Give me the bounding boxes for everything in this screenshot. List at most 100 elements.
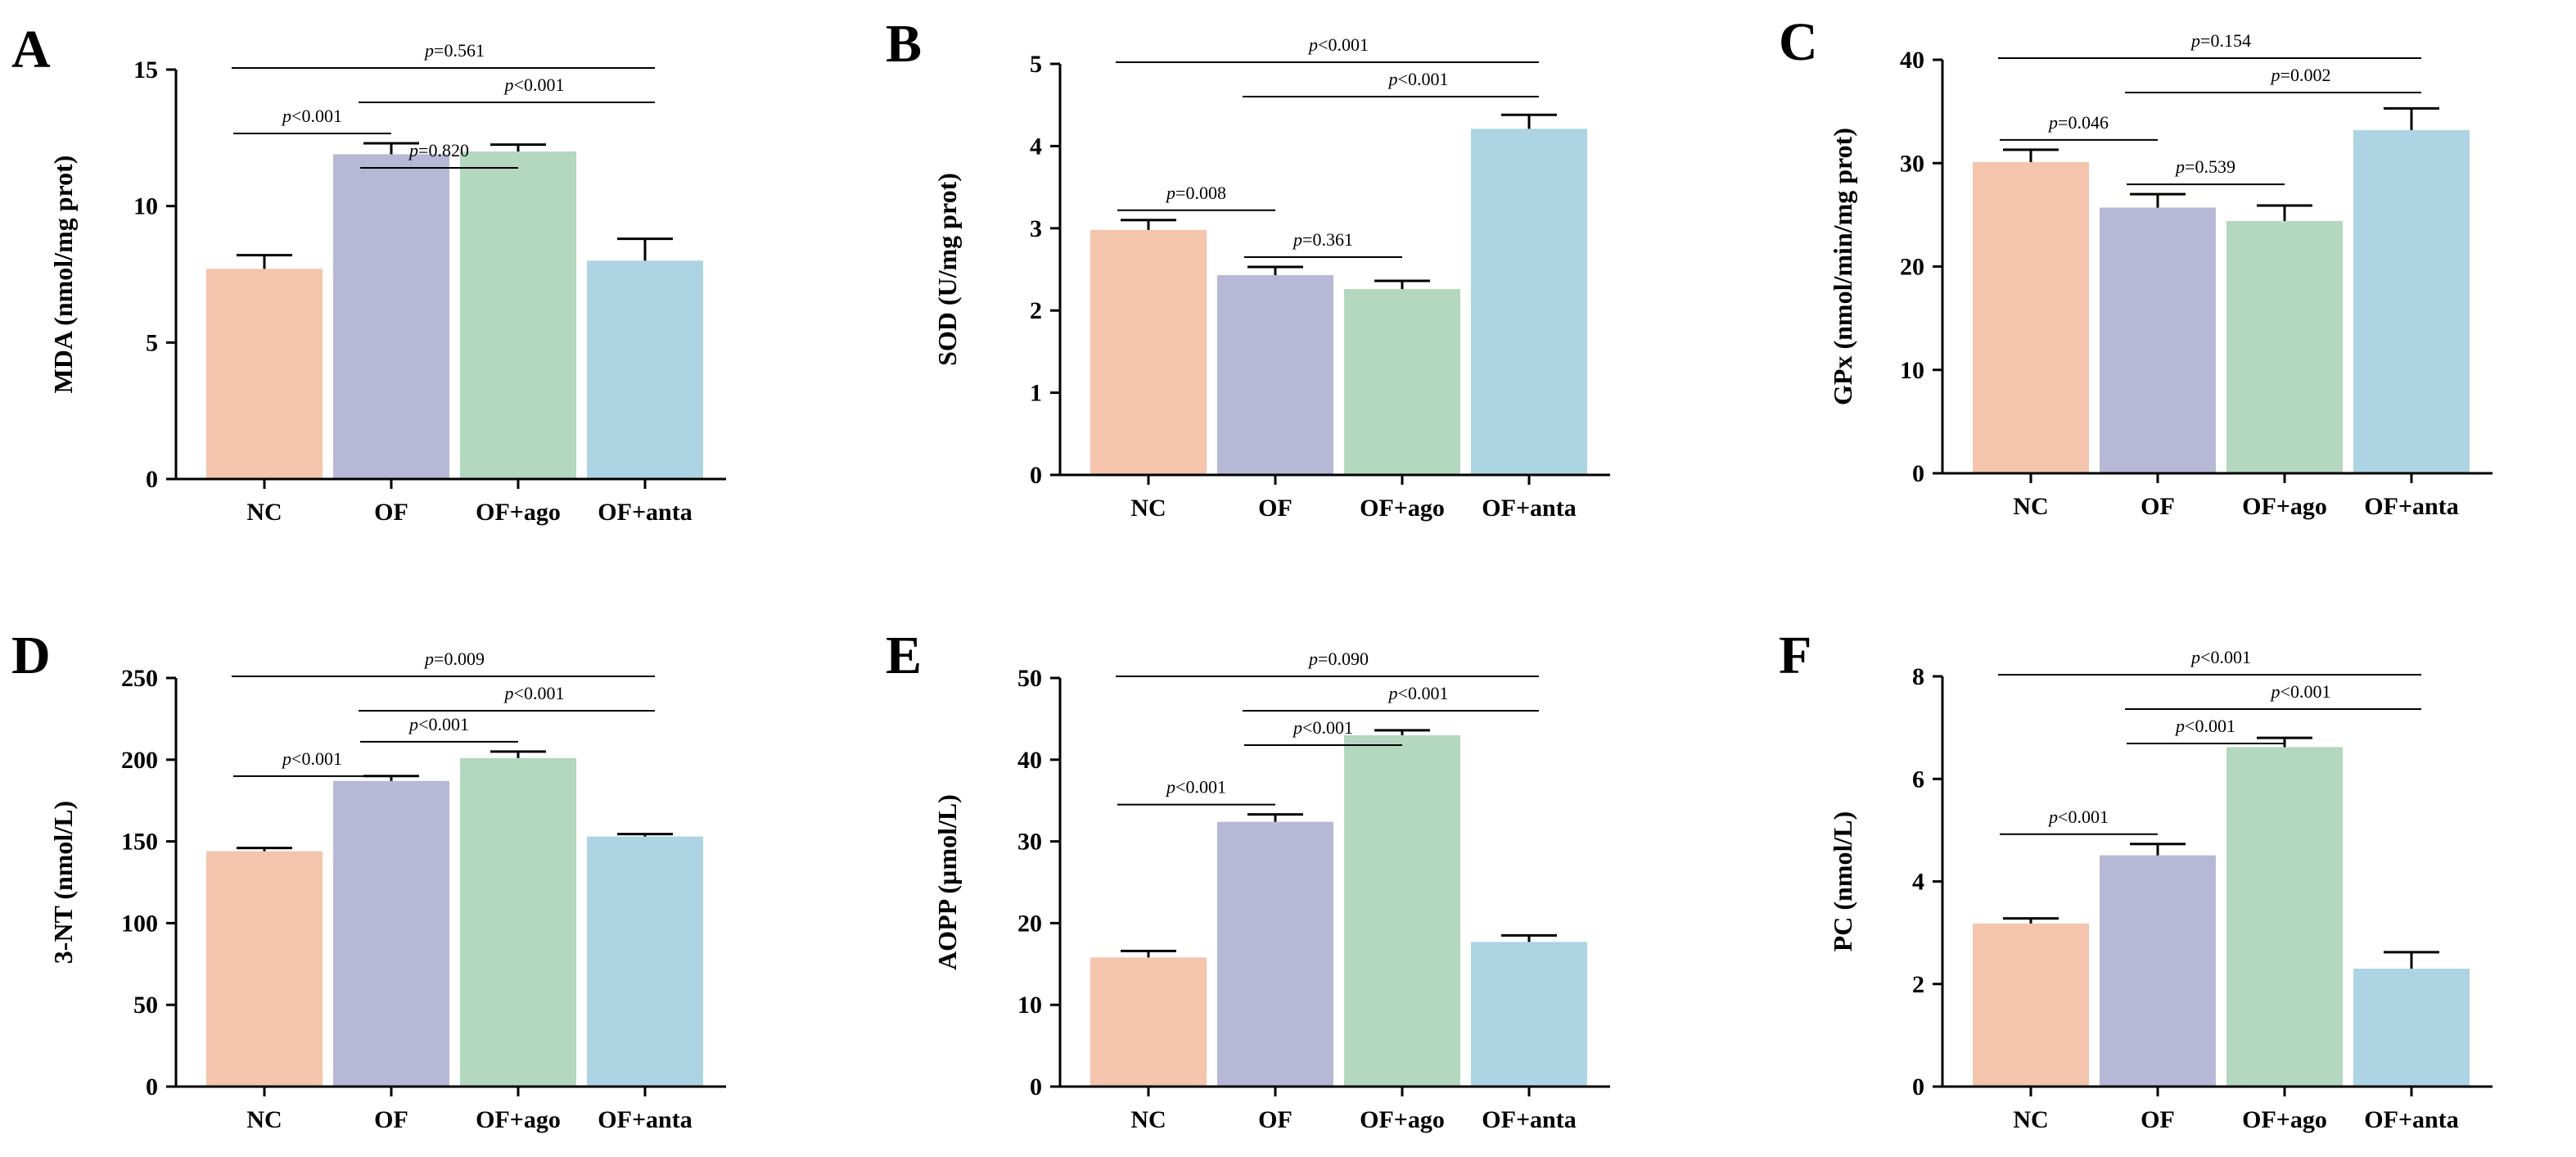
x-tick-label: OF+anta xyxy=(598,499,692,526)
panel-a: A MDA (nmol/mg prot) 0 5 10 15 NC OF OF+ago OF+an… xyxy=(11,20,726,526)
panel-letter: E xyxy=(886,626,922,685)
y-axis-label: 3-NT (nmol/L) xyxy=(48,801,78,964)
y-tick-label: 30 xyxy=(1017,829,1042,856)
x-tick-label: NC xyxy=(2013,493,2048,520)
x-tick-label: OF+anta xyxy=(2364,1106,2458,1133)
x-tick-label: NC xyxy=(2013,1106,2048,1133)
y-tick-label: 4 xyxy=(1030,133,1042,160)
panel-letter: B xyxy=(886,14,922,74)
x-tick-label: OF+ago xyxy=(476,499,561,526)
y-tick-label: 0 xyxy=(1912,1073,1924,1101)
x-tick-label: OF xyxy=(1258,495,1293,522)
significance-label: p=0.046 xyxy=(2047,112,2109,133)
y-tick-label: 10 xyxy=(133,193,158,220)
significance-label: p<0.001 xyxy=(281,106,342,126)
bar-of-ago xyxy=(2226,747,2343,1087)
y-axis-label: PC (nmol/L) xyxy=(1828,811,1857,952)
panel-e: E AOPP (µmol/L) 0 10 20 30 40 50 NC OF OF+ago OF+an… xyxy=(886,626,1610,1133)
bar-of-ago xyxy=(1344,734,1460,1087)
y-tick-label: 200 xyxy=(121,747,158,774)
x-tick-label: OF xyxy=(2141,493,2175,520)
y-tick-label: 50 xyxy=(133,992,158,1019)
y-axis-label: AOPP (µmol/L) xyxy=(932,794,962,970)
panel-c: C GPx (nmol/min/mg prot) 0 10 20 30 40 NC OF OF+a… xyxy=(1779,12,2493,520)
y-tick-label: 3 xyxy=(1030,215,1042,242)
y-tick-label: 15 xyxy=(133,56,158,84)
y-tick-label: 10 xyxy=(1017,992,1042,1019)
panel-f: F PC (nmol/L) 0 2 4 6 8 NC OF OF+ago OF+anta p<0.00… xyxy=(1779,626,2493,1133)
bar-of-anta xyxy=(1471,942,1587,1087)
y-tick-label: 40 xyxy=(1017,747,1042,774)
bar-nc xyxy=(206,851,323,1087)
x-tick-label: OF+ago xyxy=(476,1106,561,1133)
panel-letter: F xyxy=(1779,626,1811,685)
x-tick-label: OF+ago xyxy=(1360,1106,1445,1133)
bar-of-anta xyxy=(587,836,703,1087)
significance-label: p<0.001 xyxy=(2047,807,2109,827)
bar-of xyxy=(2100,207,2216,473)
y-tick-label: 8 xyxy=(1912,663,1924,690)
significance-label: p<0.001 xyxy=(503,75,565,95)
y-tick-label: 4 xyxy=(1912,869,1924,896)
y-tick-label: 0 xyxy=(146,466,158,493)
significance-label: p<0.001 xyxy=(2190,647,2251,667)
panel-letter: C xyxy=(1779,12,1818,72)
x-tick-label: OF xyxy=(374,1106,408,1133)
significance-label: p=0.561 xyxy=(423,40,485,61)
y-tick-label: 20 xyxy=(1900,254,1924,281)
y-tick-label: 0 xyxy=(1030,462,1042,489)
significance-label: p<0.001 xyxy=(281,748,342,769)
y-tick-label: 10 xyxy=(1900,357,1924,384)
bar-of xyxy=(2100,855,2216,1087)
y-tick-label: 50 xyxy=(1017,665,1042,692)
bar-nc xyxy=(1090,229,1207,475)
significance-label: p<0.001 xyxy=(1387,683,1449,703)
significance-label: p<0.001 xyxy=(1165,777,1226,798)
bar-of xyxy=(333,780,449,1087)
significance-label: p<0.001 xyxy=(1292,717,1353,738)
y-tick-label: 40 xyxy=(1900,47,1924,74)
x-tick-label: OF xyxy=(2141,1106,2175,1133)
x-tick-label: NC xyxy=(1130,495,1166,522)
significance-label: p=0.154 xyxy=(2190,30,2251,51)
x-tick-label: OF+anta xyxy=(2364,493,2458,520)
panel-d: D 3-NT (nmol/L) 0 50 100 150 200 250 NC OF OF+ago O… xyxy=(11,626,726,1133)
significance-label: p=0.361 xyxy=(1292,229,1353,250)
bar-of-anta xyxy=(1471,129,1587,476)
y-tick-label: 100 xyxy=(121,910,158,937)
significance-label: p=0.009 xyxy=(423,649,485,669)
y-tick-label: 20 xyxy=(1017,910,1042,937)
y-tick-label: 1 xyxy=(1030,380,1042,407)
x-tick-label: OF+ago xyxy=(2242,493,2327,520)
panel-letter: A xyxy=(11,20,51,79)
bar-of xyxy=(333,154,449,480)
y-axis-label: MDA (nmol/mg prot) xyxy=(48,156,78,394)
y-tick-label: 0 xyxy=(146,1073,158,1101)
bar-nc xyxy=(1973,923,2089,1087)
y-tick-label: 5 xyxy=(1030,51,1042,78)
bar-nc xyxy=(206,269,323,479)
bar-of-ago xyxy=(460,757,576,1087)
y-tick-label: 30 xyxy=(1900,150,1924,177)
y-tick-label: 0 xyxy=(1030,1073,1042,1101)
significance-label: p=0.820 xyxy=(408,140,469,160)
bar-nc xyxy=(1090,957,1207,1087)
y-tick-label: 2 xyxy=(1912,971,1924,998)
bar-of-ago xyxy=(1344,289,1460,475)
significance-label: p<0.001 xyxy=(1307,34,1369,55)
bar-of-anta xyxy=(587,260,703,479)
y-tick-label: 6 xyxy=(1912,766,1924,793)
bar-of xyxy=(1217,821,1333,1087)
bar-of xyxy=(1217,275,1333,475)
y-tick-label: 2 xyxy=(1030,297,1042,324)
x-tick-label: NC xyxy=(1130,1106,1166,1133)
significance-label: p=0.002 xyxy=(2270,65,2331,85)
x-tick-label: NC xyxy=(246,499,282,526)
bar-nc xyxy=(1973,161,2089,474)
x-tick-label: OF+ago xyxy=(2242,1106,2327,1133)
x-tick-label: OF+ago xyxy=(1360,495,1445,522)
significance-label: p<0.001 xyxy=(1387,69,1449,89)
x-tick-label: OF xyxy=(374,499,408,526)
y-tick-label: 250 xyxy=(121,665,158,692)
